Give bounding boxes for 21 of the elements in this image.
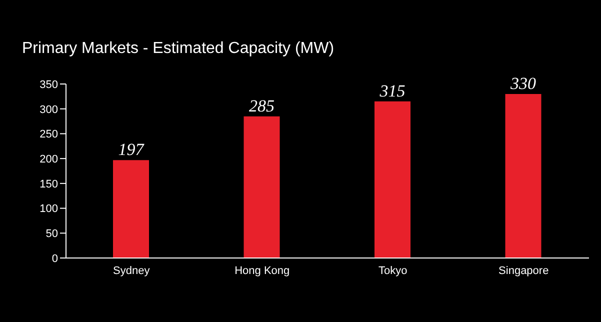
chart-title: Primary Markets - Estimated Capacity (MW) xyxy=(22,40,334,58)
data-label: 197 xyxy=(118,140,146,160)
y-tick-label: 0 xyxy=(52,252,58,265)
y-tick-label: 200 xyxy=(40,153,58,166)
data-label: 315 xyxy=(378,81,406,100)
x-tick-label: Hong Kong xyxy=(234,264,290,277)
y-tick-label: 300 xyxy=(40,104,58,116)
bar xyxy=(244,116,280,258)
y-tick-label: 100 xyxy=(40,203,58,216)
x-tick-label: Singapore xyxy=(498,264,549,277)
y-tick-label: 150 xyxy=(40,178,58,190)
x-tick-label: Tokyo xyxy=(378,264,408,277)
data-label: 285 xyxy=(249,96,274,116)
y-tick-label: 250 xyxy=(40,128,58,141)
y-tick-label: 350 xyxy=(40,78,58,91)
bar xyxy=(113,160,149,258)
data-label: 330 xyxy=(510,74,536,93)
x-tick-label: Sydney xyxy=(113,264,150,277)
bar xyxy=(505,94,542,258)
y-tick-label: 50 xyxy=(46,228,58,240)
bar xyxy=(374,101,410,258)
